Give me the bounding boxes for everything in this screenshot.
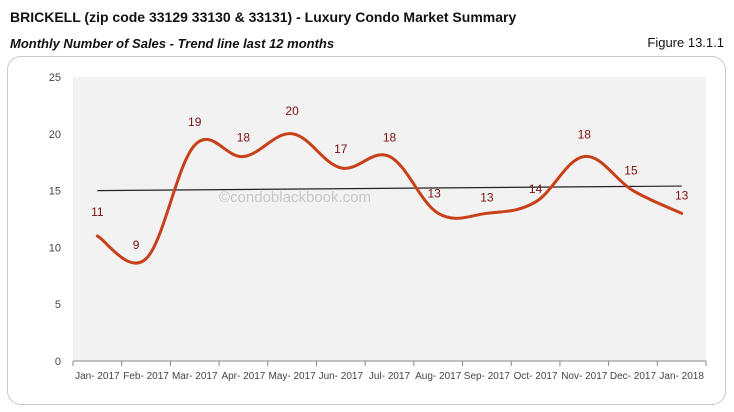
y-tick-label: 20 xyxy=(49,129,61,141)
x-tick-label: Mar- 2017 xyxy=(172,371,218,382)
x-tick-label: Feb- 2017 xyxy=(123,371,169,382)
x-tick-label: Nov- 2017 xyxy=(561,371,608,382)
data-label: 13 xyxy=(428,186,442,200)
x-tick-label: Jul- 2017 xyxy=(369,371,411,382)
x-tick-label: Apr- 2017 xyxy=(221,371,265,382)
y-tick-label: 25 xyxy=(49,72,61,84)
y-tick-label: 10 xyxy=(49,242,61,254)
figure-number: Figure 13.1.1 xyxy=(647,35,724,50)
x-tick-label: Jan- 2018 xyxy=(659,371,704,382)
data-label: 20 xyxy=(285,104,299,118)
data-label: 19 xyxy=(188,115,202,129)
data-label: 17 xyxy=(334,142,348,156)
x-tick-label: May- 2017 xyxy=(268,371,316,382)
x-tick-label: Aug- 2017 xyxy=(415,371,462,382)
x-tick-label: Dec- 2017 xyxy=(610,371,657,382)
chart-title: BRICKELL (zip code 33129 33130 & 33131) … xyxy=(10,9,517,25)
x-tick-label: Jun- 2017 xyxy=(319,371,364,382)
x-tick-label: Oct- 2017 xyxy=(514,371,558,382)
data-label: 18 xyxy=(237,131,251,145)
data-label: 13 xyxy=(480,190,494,204)
x-tick-label: Jan- 2017 xyxy=(75,371,120,382)
watermark: ©condoblackbook.com xyxy=(219,189,371,206)
chart-subtitle: Monthly Number of Sales - Trend line las… xyxy=(10,36,335,51)
data-label: 18 xyxy=(383,131,397,145)
plot-area xyxy=(73,77,706,361)
y-tick-label: 5 xyxy=(55,299,61,311)
y-tick-label: 0 xyxy=(55,356,61,368)
y-tick-label: 15 xyxy=(49,186,61,198)
trend-line xyxy=(97,185,682,192)
data-label: 13 xyxy=(675,188,689,202)
x-tick-label: Sep- 2017 xyxy=(464,371,511,382)
data-label: 9 xyxy=(133,238,140,252)
data-label: 15 xyxy=(624,164,638,178)
data-label: 18 xyxy=(578,128,592,142)
sales-line xyxy=(95,132,684,265)
data-label: 11 xyxy=(91,205,104,219)
data-label: 14 xyxy=(529,182,543,196)
